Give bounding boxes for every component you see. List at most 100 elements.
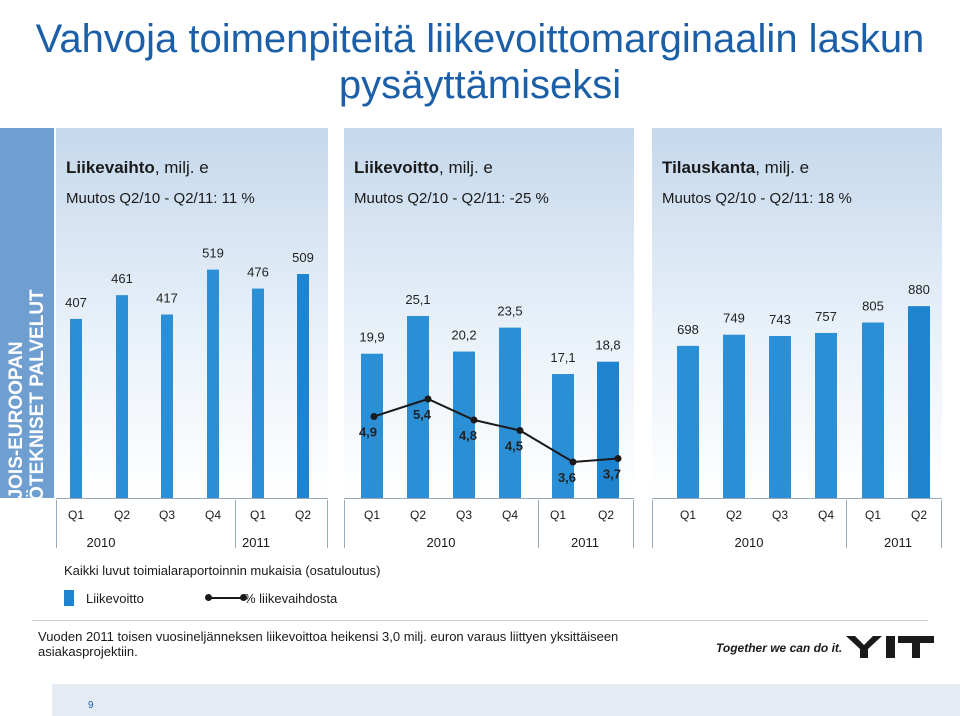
percent-label: 4,9 bbox=[359, 425, 377, 440]
bar-value-label: 461 bbox=[111, 271, 133, 286]
bar-value-label: 509 bbox=[292, 250, 314, 265]
axis-separator bbox=[56, 500, 57, 548]
bar bbox=[297, 274, 309, 498]
footer-text: Vuoden 2011 toisen vuosineljänneksen lii… bbox=[38, 629, 619, 659]
operating-profit-year-labels: 2010 2011 bbox=[344, 535, 634, 553]
bottom-strip bbox=[52, 684, 960, 716]
bar bbox=[453, 351, 475, 498]
quarter-label: Q2 bbox=[294, 508, 311, 522]
quarter-label: Q2 bbox=[597, 508, 614, 522]
revenue-title: Liikevaihto, milj. e bbox=[66, 158, 209, 177]
bar-value-label: 519 bbox=[202, 246, 224, 261]
bar-value-label: 698 bbox=[677, 322, 699, 337]
bar bbox=[407, 316, 429, 498]
bar bbox=[161, 314, 173, 498]
axis-separator bbox=[538, 500, 539, 548]
operating-profit-subtitle: Muutos Q2/10 - Q2/11: -25 % bbox=[354, 190, 549, 207]
order-backlog-panel: Tilauskanta, milj. e Muutos Q2/10 - Q2/1… bbox=[652, 128, 942, 499]
year-label: 2010 bbox=[426, 535, 456, 550]
legend-line-label: % liikevaihdosta bbox=[244, 591, 338, 606]
bar bbox=[769, 336, 791, 498]
bar bbox=[252, 288, 264, 498]
bar-value-label: 18,8 bbox=[595, 338, 620, 353]
bar bbox=[815, 332, 837, 498]
year-label: 2010 bbox=[734, 535, 764, 550]
operating-profit-chart: 19,9 25,1 20,2 23,5 17,1 18,8 4,9 5,4 4,8 4,5 3,6 3… bbox=[359, 292, 622, 498]
percent-point bbox=[516, 427, 524, 434]
yit-logo bbox=[846, 636, 934, 658]
side-banner: POHJOIS-EUROOPAN KIINTEISTÖTEKNISET PALV… bbox=[0, 128, 54, 593]
bar bbox=[499, 327, 521, 498]
legend: Liikevoitto % liikevaihdosta bbox=[64, 590, 464, 608]
page-number: 9 bbox=[88, 700, 94, 711]
quarter-label: Q1 bbox=[363, 508, 380, 522]
bar bbox=[723, 334, 745, 498]
percent-label: 4,5 bbox=[505, 439, 523, 454]
bar-value-label: 25,1 bbox=[405, 292, 430, 307]
quarter-label: Q1 bbox=[864, 508, 881, 522]
axis-separator bbox=[633, 500, 634, 548]
legend-bar-swatch bbox=[64, 590, 74, 606]
bar-value-label: 743 bbox=[769, 312, 791, 327]
legend-bar-label: Liikevoitto bbox=[86, 591, 144, 606]
quarter-label: Q2 bbox=[910, 508, 927, 522]
order-backlog-chart: 698 749 743 757 805 880 bbox=[677, 282, 930, 498]
percent-label: 5,4 bbox=[413, 407, 432, 422]
operating-profit-panel: Liikevoitto, milj. e Muutos Q2/10 - Q2/1… bbox=[344, 128, 634, 499]
axis-separator bbox=[327, 500, 328, 548]
quarter-label: Q3 bbox=[771, 508, 788, 522]
percent-point bbox=[370, 413, 378, 420]
bar bbox=[70, 318, 82, 498]
percent-label: 4,8 bbox=[459, 428, 477, 443]
bar bbox=[597, 361, 619, 498]
axis-separator bbox=[846, 500, 847, 548]
footnote: Kaikki luvut toimialaraportoinnin mukais… bbox=[64, 563, 381, 578]
quarter-label: Q4 bbox=[204, 508, 221, 522]
year-label: 2011 bbox=[242, 535, 270, 550]
bar-value-label: 476 bbox=[247, 265, 269, 280]
percent-point bbox=[424, 395, 432, 403]
bar bbox=[908, 306, 930, 498]
percent-line bbox=[373, 397, 619, 464]
bar-value-label: 20,2 bbox=[451, 328, 476, 343]
bar bbox=[207, 269, 219, 498]
operating-profit-quarter-labels: Q1 Q2 Q3 Q4 Q1 Q2 bbox=[344, 508, 634, 526]
legend-line-marker bbox=[205, 594, 212, 601]
quarter-label: Q4 bbox=[501, 508, 518, 522]
quarter-label: Q2 bbox=[725, 508, 742, 522]
side-label: POHJOIS-EUROOPAN KIINTEISTÖTEKNISET PALV… bbox=[6, 289, 48, 593]
percent-label: 3,7 bbox=[603, 467, 621, 482]
order-backlog-year-labels: 2010 2011 bbox=[652, 535, 942, 553]
bar bbox=[552, 374, 574, 498]
bar-value-label: 19,9 bbox=[359, 330, 384, 345]
quarter-label: Q1 bbox=[67, 508, 84, 522]
year-label: 2011 bbox=[571, 535, 599, 550]
revenue-year-labels: 2010 2011 bbox=[56, 535, 328, 553]
bar-value-label: 17,1 bbox=[550, 350, 575, 365]
quarter-label: Q2 bbox=[409, 508, 426, 522]
revenue-chart: 407 461 417 519 476 509 bbox=[65, 246, 314, 498]
legend-line-marker bbox=[240, 594, 247, 601]
quarter-label: Q3 bbox=[158, 508, 175, 522]
order-backlog-subtitle: Muutos Q2/10 - Q2/11: 18 % bbox=[662, 190, 852, 207]
year-label: 2011 bbox=[884, 535, 912, 550]
page-title: Vahvoja toimenpiteitä liikevoittomargina… bbox=[35, 17, 925, 107]
bar bbox=[116, 295, 128, 498]
revenue-subtitle: Muutos Q2/10 - Q2/11: 11 % bbox=[66, 190, 255, 207]
bar bbox=[361, 353, 383, 498]
percent-point bbox=[614, 455, 622, 462]
bar-value-label: 805 bbox=[862, 299, 884, 314]
quarter-label: Q1 bbox=[249, 508, 266, 522]
axis-separator bbox=[235, 500, 236, 548]
quarter-label: Q1 bbox=[679, 508, 696, 522]
operating-profit-title: Liikevoitto, milj. e bbox=[354, 158, 493, 177]
order-backlog-quarter-labels: Q1 Q2 Q3 Q4 Q1 Q2 bbox=[652, 508, 942, 526]
quarter-label: Q2 bbox=[113, 508, 130, 522]
axis-separator bbox=[344, 500, 345, 548]
bar-value-label: 880 bbox=[908, 282, 930, 297]
revenue-quarter-labels: Q1 Q2 Q3 Q4 Q1 Q2 bbox=[56, 508, 328, 526]
revenue-panel: Liikevaihto, milj. e Muutos Q2/10 - Q2/1… bbox=[56, 128, 328, 499]
percent-point bbox=[569, 458, 577, 466]
order-backlog-title: Tilauskanta, milj. e bbox=[662, 158, 810, 177]
bar bbox=[677, 345, 699, 498]
